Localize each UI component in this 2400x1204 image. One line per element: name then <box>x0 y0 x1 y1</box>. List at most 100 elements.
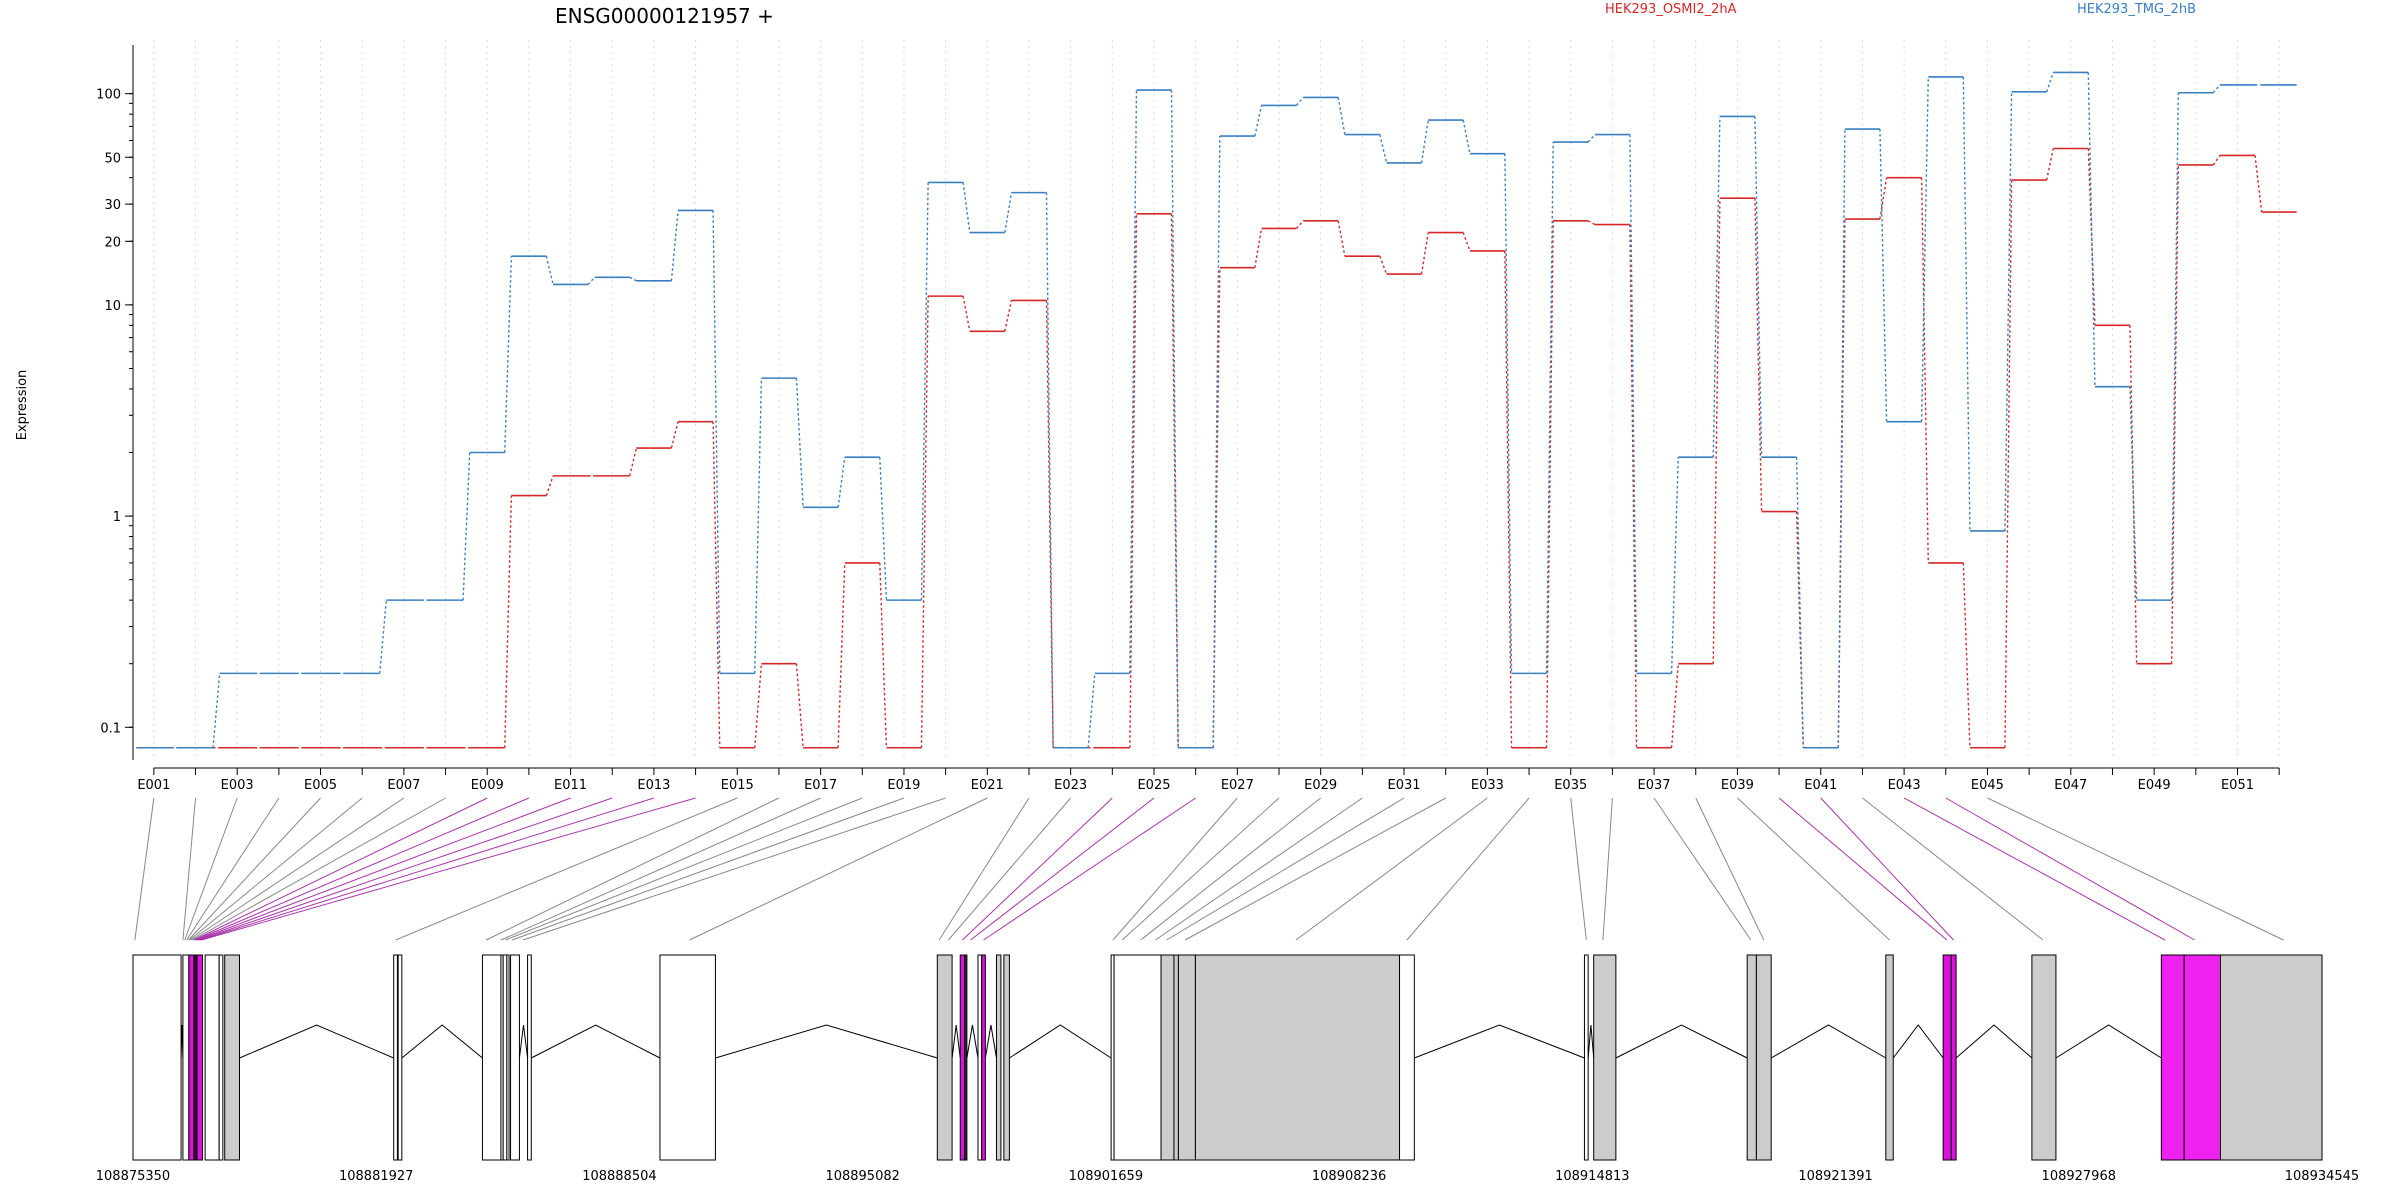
exon-link-E014 <box>201 797 696 941</box>
exon-link-E016 <box>485 797 780 941</box>
series-connector <box>670 210 679 281</box>
exon-link-E023 <box>948 797 1072 941</box>
exon-block <box>1399 954 1415 1161</box>
exon-link-E028 <box>1121 797 1280 941</box>
exon-link-E036 <box>1602 797 1613 941</box>
exon-link-E015 <box>395 797 738 941</box>
exon-block <box>1113 954 1162 1161</box>
series-connector <box>1962 76 1971 531</box>
exon-link-E027 <box>1112 797 1238 941</box>
series-connector <box>1545 142 1554 674</box>
exon-link-E044 <box>1945 797 2195 941</box>
exon-link-E025 <box>970 797 1155 941</box>
exon-block <box>188 954 195 1161</box>
x-tick-label: E039 <box>1721 778 1754 793</box>
exon-block <box>2160 954 2185 1161</box>
exon-block <box>510 954 520 1161</box>
x-tick-label: E025 <box>1137 778 1170 793</box>
series-connector <box>1795 457 1804 748</box>
series-connector <box>1879 177 1888 220</box>
series-connector <box>962 296 971 332</box>
exon-block <box>2219 954 2323 1161</box>
series-connector <box>2087 72 2096 387</box>
intron <box>1615 1024 1748 1059</box>
exon-block <box>659 954 716 1161</box>
series-connector <box>1420 119 1429 164</box>
genomic-tick-label: 108914813 <box>1555 1169 1629 1184</box>
series-connector <box>2212 84 2221 94</box>
series-connector <box>2087 148 2096 326</box>
series-connector <box>1337 97 1346 135</box>
exon-link-E021 <box>689 797 988 941</box>
series-HEK293_TMG_2hB <box>136 71 2297 749</box>
intron <box>1955 1024 2033 1059</box>
series-connector <box>2212 155 2221 166</box>
series-connector <box>754 378 763 674</box>
series-connector <box>212 673 221 748</box>
gene-model <box>132 954 2323 1161</box>
exon-link-E026 <box>983 797 1196 941</box>
genomic-tick-label: 108927968 <box>2042 1169 2116 1184</box>
exon-link-E029 <box>1140 797 1321 941</box>
exon-link-E011 <box>196 797 571 941</box>
series-connector <box>2129 325 2138 664</box>
series-connector <box>1837 129 1846 748</box>
intron <box>966 1024 979 1059</box>
series-connector <box>1004 192 1013 233</box>
series-connector <box>1337 220 1346 257</box>
exon-link-E002 <box>182 797 197 941</box>
exon-block <box>502 954 508 1161</box>
x-tick-label: E009 <box>471 778 504 793</box>
series-connector <box>712 421 721 748</box>
exon-block <box>1160 954 1175 1161</box>
genomic-tick-label: 108901659 <box>1069 1169 1143 1184</box>
intron <box>1587 1024 1595 1059</box>
exon-block <box>1177 954 1196 1161</box>
exon-block <box>506 954 510 1161</box>
y-axis-label: Expression <box>15 370 30 441</box>
exon-block <box>1583 954 1589 1161</box>
exon-link-E024 <box>962 797 1113 941</box>
x-tick-label: E031 <box>1388 778 1421 793</box>
legend-series-1: HEK293_OSMI2_2hA <box>1605 2 1737 17</box>
exon-link-E033 <box>1295 797 1488 941</box>
y-tick-label: 20 <box>104 235 121 250</box>
exon-link-E017 <box>500 797 821 941</box>
series-connector <box>1587 220 1596 226</box>
series-connector <box>962 182 971 233</box>
exon-block <box>964 954 968 1161</box>
exon-block <box>981 954 986 1161</box>
x-tick-label: E049 <box>2138 778 2171 793</box>
series-connector <box>1129 90 1138 674</box>
intron <box>1414 1024 1585 1059</box>
series-connector <box>629 276 637 282</box>
exon-link-E003 <box>184 797 238 941</box>
x-tick-label: E033 <box>1471 778 1504 793</box>
intron <box>1009 1024 1112 1059</box>
exon-link-E005 <box>188 797 321 941</box>
series-connector <box>795 378 804 508</box>
series-connector <box>754 663 763 748</box>
series-connector <box>1129 213 1138 748</box>
exon-block <box>218 954 224 1161</box>
exon-block <box>1003 954 1010 1161</box>
series-connector <box>1629 134 1638 674</box>
series-connector <box>1962 562 1971 748</box>
exon-block <box>2183 954 2221 1161</box>
intron <box>951 1024 961 1059</box>
exon-block <box>1755 954 1772 1161</box>
series-connector <box>462 452 471 601</box>
x-tick-label: E047 <box>2054 778 2087 793</box>
series-connector <box>1462 119 1471 154</box>
series-connector <box>629 447 638 477</box>
series-connector <box>1379 134 1388 164</box>
x-tick-label: E001 <box>137 778 170 793</box>
series-connector <box>1504 153 1513 674</box>
series-connector <box>1545 220 1554 748</box>
genomic-tick-label: 108888504 <box>582 1169 656 1184</box>
series-connector <box>1212 136 1221 748</box>
intron <box>239 1024 394 1059</box>
series-connector <box>1045 192 1054 748</box>
x-tick-label: E011 <box>554 778 587 793</box>
